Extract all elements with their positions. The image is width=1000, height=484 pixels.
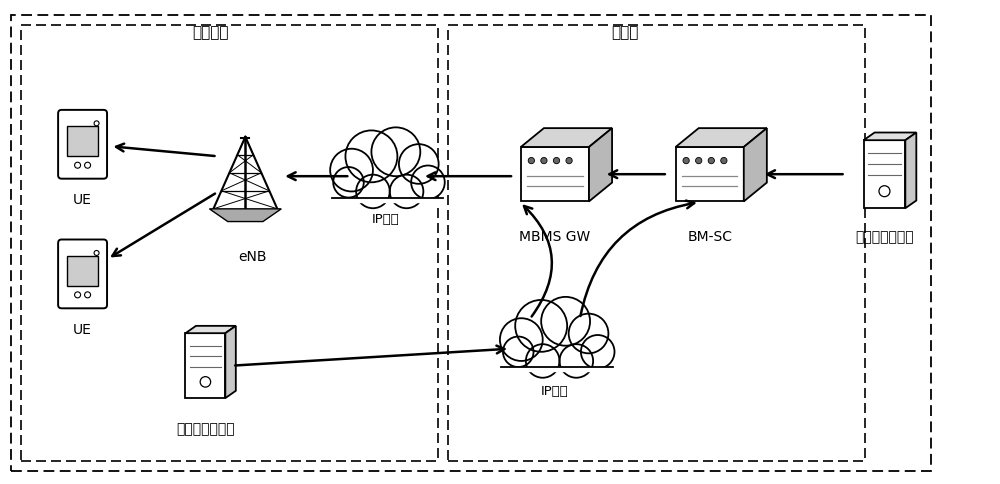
FancyBboxPatch shape <box>58 240 107 309</box>
Text: MBMS GW: MBMS GW <box>519 229 591 243</box>
Circle shape <box>553 158 560 165</box>
Circle shape <box>345 131 397 183</box>
Polygon shape <box>209 210 281 222</box>
Circle shape <box>399 145 439 184</box>
Bar <box>67 127 98 157</box>
Circle shape <box>330 150 373 192</box>
Circle shape <box>85 292 91 298</box>
Polygon shape <box>905 133 916 209</box>
Circle shape <box>200 377 211 387</box>
Circle shape <box>581 335 615 369</box>
Circle shape <box>371 128 420 177</box>
Text: eNB: eNB <box>238 249 267 263</box>
Bar <box>521 148 589 202</box>
Circle shape <box>94 251 99 256</box>
Circle shape <box>515 300 567 352</box>
Text: 网络边缘: 网络边缘 <box>192 26 229 41</box>
Circle shape <box>569 314 608 354</box>
Circle shape <box>566 158 572 165</box>
Circle shape <box>560 345 593 378</box>
Circle shape <box>526 345 560 378</box>
Circle shape <box>85 163 91 169</box>
Text: IP网络: IP网络 <box>541 384 569 397</box>
Circle shape <box>541 158 547 165</box>
Bar <box>676 148 744 202</box>
FancyArrowPatch shape <box>580 201 694 317</box>
Circle shape <box>528 158 534 165</box>
Circle shape <box>708 158 714 165</box>
Circle shape <box>696 158 702 165</box>
Bar <box>21 26 438 461</box>
Text: 常规内容服务器: 常规内容服务器 <box>855 229 914 243</box>
Text: UE: UE <box>73 193 92 207</box>
Circle shape <box>500 318 543 361</box>
FancyArrowPatch shape <box>524 207 552 317</box>
Polygon shape <box>744 129 767 202</box>
Polygon shape <box>225 326 236 398</box>
Text: 边缘内容服务器: 边缘内容服务器 <box>176 422 235 436</box>
Circle shape <box>75 292 81 298</box>
Circle shape <box>541 297 590 346</box>
FancyBboxPatch shape <box>58 111 107 179</box>
Polygon shape <box>864 133 916 141</box>
Polygon shape <box>676 129 767 148</box>
Bar <box>864 141 905 209</box>
Text: IP组播: IP组播 <box>371 212 399 226</box>
Text: UE: UE <box>73 322 92 336</box>
Text: BM-SC: BM-SC <box>687 229 732 243</box>
Bar <box>67 257 98 286</box>
Circle shape <box>683 158 689 165</box>
Circle shape <box>411 166 445 200</box>
Circle shape <box>356 175 390 209</box>
Circle shape <box>503 337 534 367</box>
Bar <box>185 333 225 398</box>
Bar <box>448 26 865 461</box>
Circle shape <box>721 158 727 165</box>
Polygon shape <box>521 129 612 148</box>
Circle shape <box>333 167 364 198</box>
Circle shape <box>390 175 423 209</box>
Circle shape <box>879 186 890 197</box>
Circle shape <box>75 163 81 169</box>
Text: 核心网: 核心网 <box>611 26 639 41</box>
Polygon shape <box>589 129 612 202</box>
Circle shape <box>94 121 99 127</box>
Polygon shape <box>185 326 236 333</box>
